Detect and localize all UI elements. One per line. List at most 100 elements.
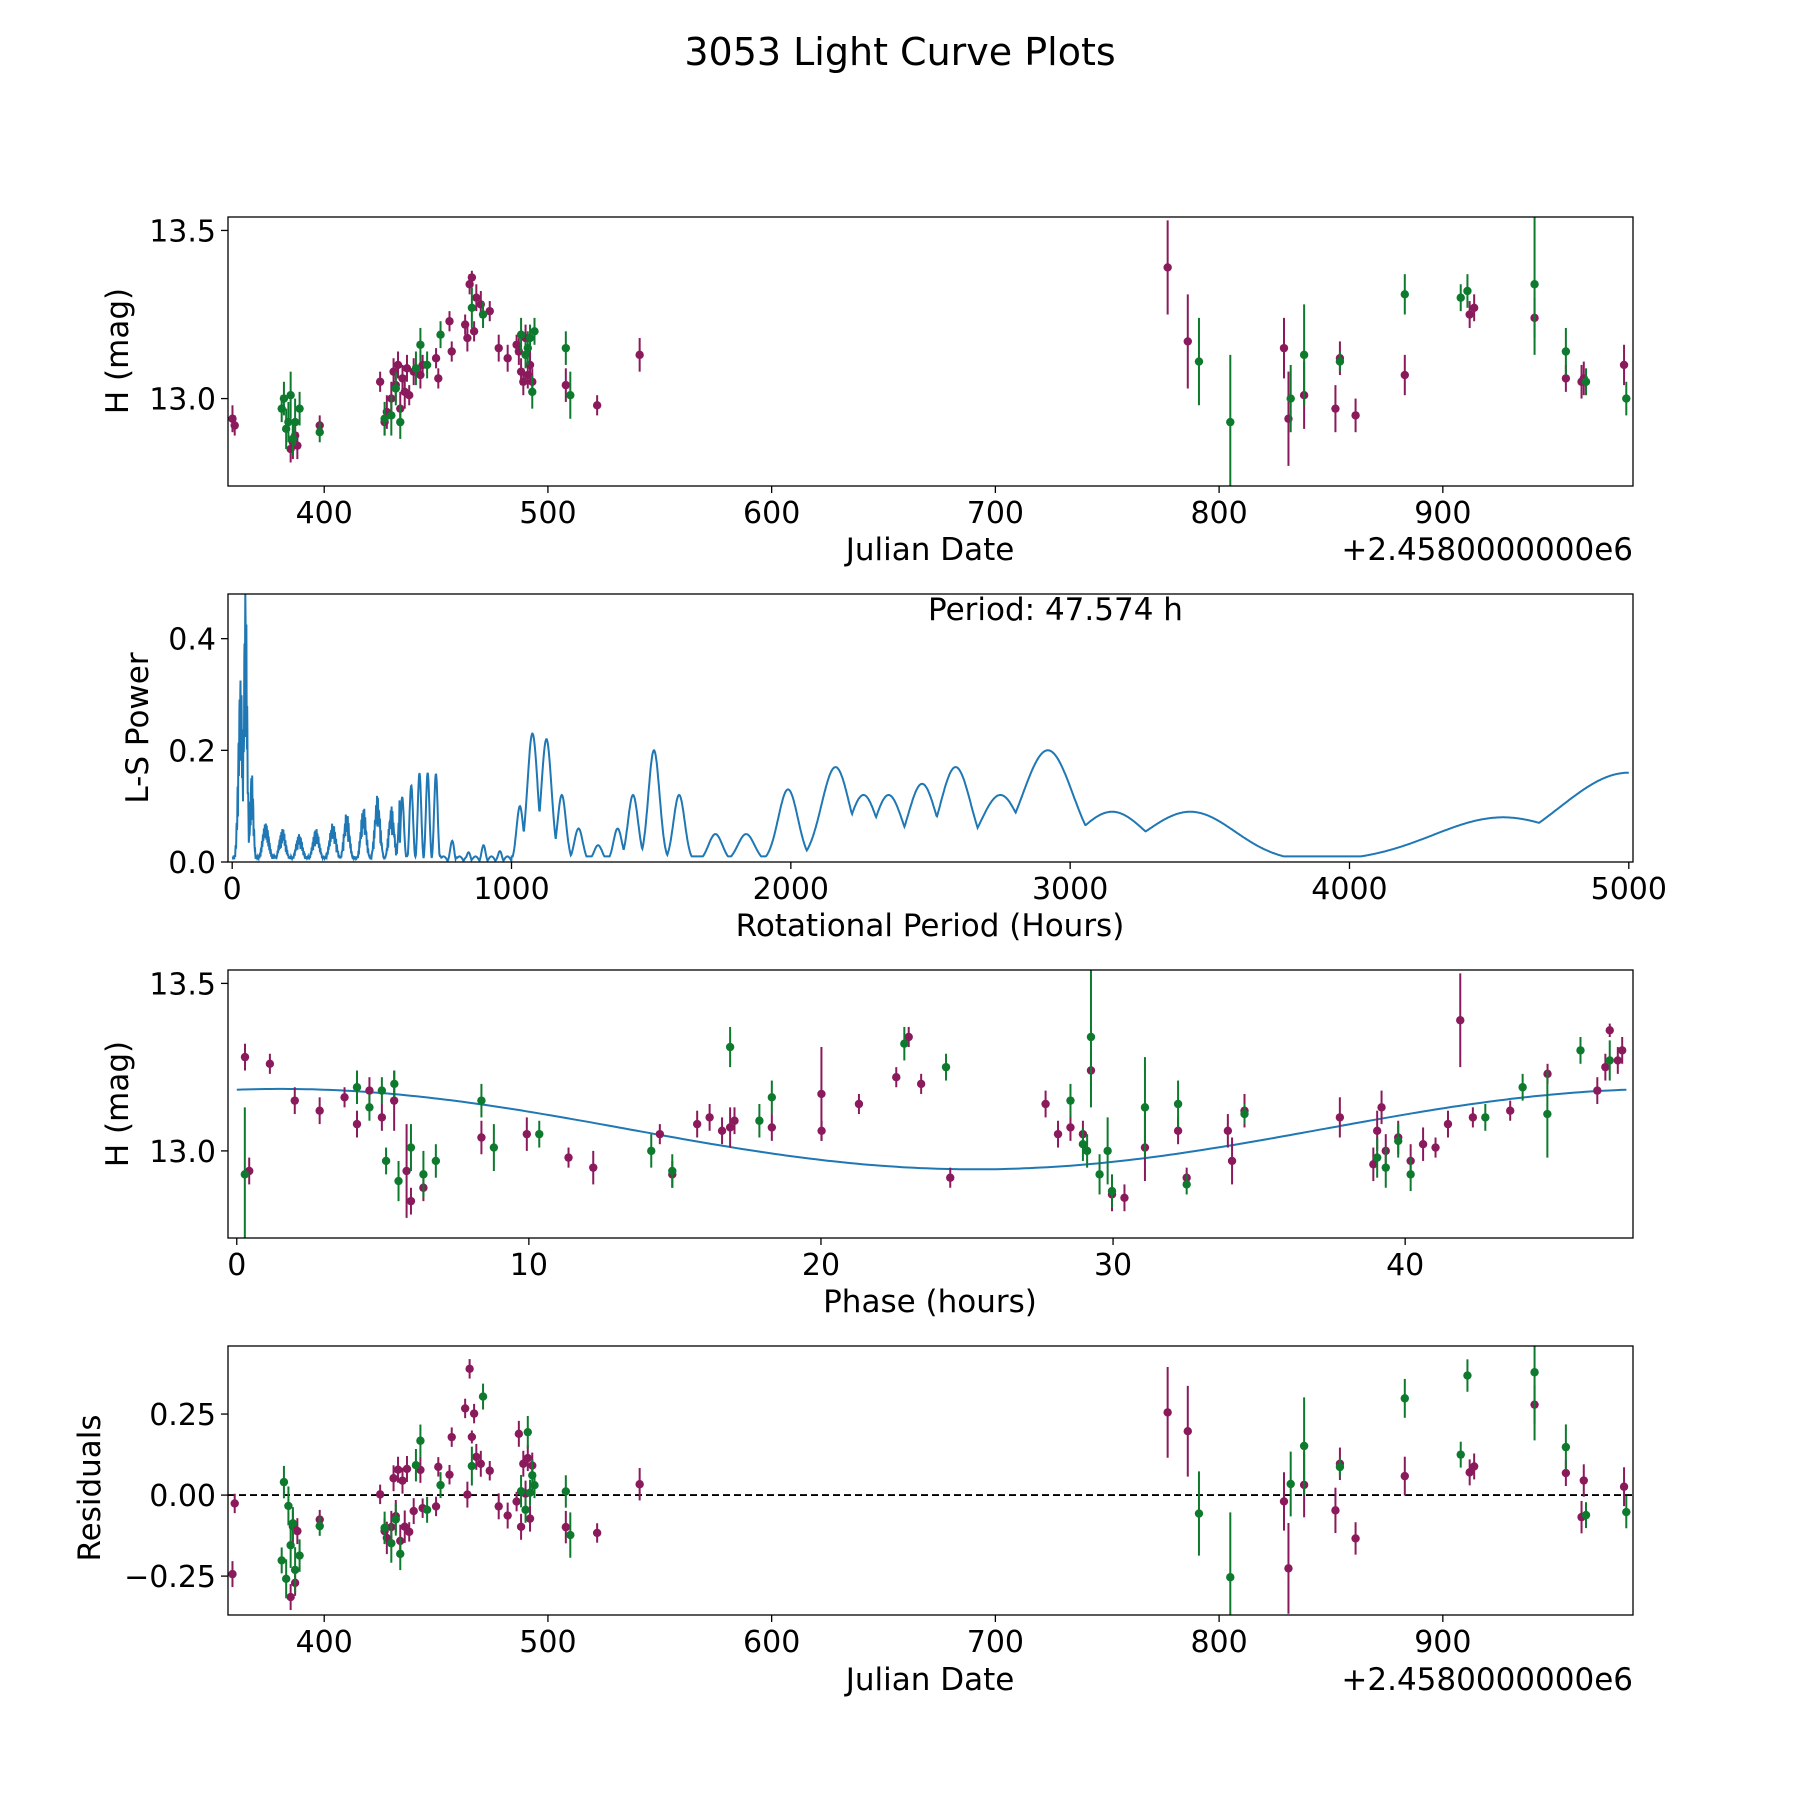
data-point — [380, 414, 389, 423]
data-point — [228, 1569, 237, 1579]
data-point — [1182, 1180, 1191, 1189]
data-point — [1400, 1471, 1409, 1481]
data-point — [1066, 1096, 1075, 1105]
data-point — [377, 1113, 387, 1122]
y-tick-label: 0.0 — [168, 846, 216, 881]
data-point — [512, 1497, 521, 1506]
data-point — [635, 1480, 644, 1489]
data-point — [725, 1123, 735, 1132]
data-point — [530, 327, 539, 336]
data-point — [516, 1486, 526, 1496]
data-point — [411, 1461, 421, 1470]
periodogram-frame — [227, 593, 1634, 863]
data-point — [767, 1093, 777, 1102]
data-point — [900, 1039, 909, 1048]
data-point — [1381, 1163, 1390, 1172]
y-tick-label: 0.00 — [149, 1479, 216, 1514]
y-tick-label: 13.0 — [149, 1135, 216, 1170]
data-point — [592, 1528, 602, 1538]
data-point — [1194, 357, 1204, 366]
data-point — [1335, 357, 1345, 366]
data-point — [465, 1364, 474, 1374]
data-point — [1605, 1026, 1614, 1035]
data-point — [592, 401, 602, 410]
data-point — [1226, 417, 1235, 427]
data-point — [477, 1096, 486, 1105]
data-point — [1227, 1156, 1237, 1166]
data-point — [1173, 1099, 1183, 1109]
lightcurve-plot-area — [228, 217, 1631, 486]
data-point — [1163, 1408, 1172, 1417]
data-point — [469, 1409, 479, 1418]
x-tick-label: 700 — [967, 1625, 1024, 1660]
data-point — [230, 421, 239, 430]
data-point — [396, 417, 405, 427]
periodogram-period-annotation: Period: 47.574 h — [928, 592, 1183, 628]
data-point — [1463, 286, 1472, 296]
x-tick-label: 1000 — [473, 872, 549, 907]
data-point — [1372, 1153, 1382, 1162]
data-point — [1284, 1564, 1293, 1573]
data-point — [519, 377, 528, 386]
data-point — [1530, 280, 1539, 289]
data-point — [240, 1052, 250, 1062]
data-point — [1351, 1534, 1360, 1543]
data-point — [1335, 1462, 1345, 1472]
data-point — [1107, 1186, 1117, 1196]
data-point — [668, 1166, 677, 1176]
phasefold-panel: 0 10 20 30 40 13.0 13.5 Phase (hours) H (mag) — [100, 967, 1634, 1320]
data-point — [1369, 1160, 1378, 1169]
y-tick-label: 13.5 — [149, 214, 216, 249]
data-point — [1335, 1113, 1345, 1122]
data-point — [1530, 1368, 1539, 1377]
data-point — [377, 1086, 387, 1095]
data-point — [1633, 1502, 1641, 1510]
data-point — [467, 1461, 477, 1471]
data-point — [523, 1427, 532, 1437]
data-point — [692, 1119, 702, 1129]
data-point — [295, 1551, 304, 1560]
data-point — [1613, 1056, 1623, 1065]
data-point — [1066, 1123, 1075, 1132]
periodogram-panel: 0 1000 2000 3000 4000 5000 0.0 0.2 0.4 Period: 4… — [120, 592, 1667, 944]
data-point — [1576, 1046, 1585, 1055]
data-point — [717, 1126, 727, 1136]
data-point — [1053, 1129, 1063, 1139]
data-point — [1331, 404, 1340, 413]
phasefold-ylabel: H (mag) — [100, 1041, 136, 1167]
data-point — [352, 1119, 362, 1129]
x-tick-label: 700 — [967, 496, 1024, 531]
data-point — [391, 1515, 400, 1524]
data-point — [755, 1116, 764, 1125]
data-point — [561, 1487, 571, 1496]
lightcurve-xlabel: Julian Date — [844, 532, 1015, 568]
data-point — [286, 1541, 295, 1550]
data-point — [352, 1083, 362, 1092]
data-point — [566, 391, 575, 400]
residuals-ticks: 400 500 600 700 800 900 −0.25 0.00 0.25 — [124, 1398, 1471, 1660]
data-point — [1456, 293, 1465, 302]
data-point — [1601, 1062, 1610, 1072]
data-point — [389, 1474, 398, 1483]
data-point — [494, 343, 503, 353]
data-point — [1082, 1146, 1092, 1156]
data-point — [1240, 1109, 1249, 1119]
data-point — [447, 347, 456, 356]
data-point — [705, 1113, 714, 1122]
data-point — [561, 1522, 571, 1532]
data-point — [290, 1565, 300, 1575]
data-point — [394, 1176, 403, 1186]
lightcurve-panel: 400 500 600 700 800 900 13.0 13.5 Julian Date +… — [100, 214, 1634, 568]
data-point — [434, 1462, 443, 1472]
data-point — [463, 1490, 472, 1499]
data-point — [472, 1452, 481, 1462]
data-point — [1400, 1394, 1409, 1403]
data-point — [1561, 1442, 1571, 1452]
data-point — [817, 1089, 826, 1099]
data-point — [411, 364, 421, 373]
data-point — [387, 1539, 396, 1548]
data-point — [535, 1129, 544, 1139]
data-point — [1372, 1126, 1382, 1136]
y-tick-label: 0.2 — [168, 734, 216, 769]
data-point — [1431, 1143, 1440, 1152]
